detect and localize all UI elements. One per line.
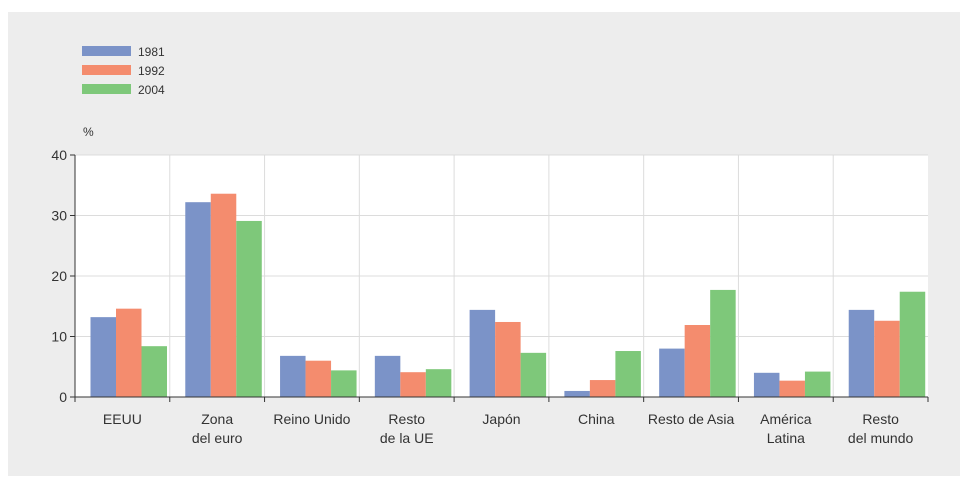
category-label: Latina: [767, 430, 805, 446]
category-label: EEUU: [103, 411, 142, 427]
bar-1981: [659, 348, 685, 397]
category-label: Resto: [388, 411, 425, 427]
bar-1992: [495, 321, 521, 397]
bar-1992: [589, 380, 616, 397]
category-label: América: [760, 411, 812, 427]
legend-swatch-2004: [82, 84, 131, 94]
unit-label: %: [83, 125, 94, 139]
category-label: China: [578, 411, 615, 427]
bar-1992: [874, 320, 900, 397]
category-label: Resto: [862, 411, 899, 427]
bar-2004: [804, 371, 831, 397]
bar-1981: [374, 355, 401, 397]
chart-panel: 0 10 20 30 40 EEUU Zona del euro Reino Unido Rest…: [8, 12, 960, 476]
category-label: del euro: [192, 430, 243, 446]
y-tick-label: 0: [59, 389, 67, 405]
bar-chart: 0 10 20 30 40 EEUU Zona del euro Reino Unido Rest…: [51, 45, 929, 446]
bar-1981: [280, 355, 306, 397]
legend-label: 2004: [138, 83, 165, 97]
category-label: Reino Unido: [273, 411, 350, 427]
category-label: Zona: [201, 411, 233, 427]
bar-2004: [899, 291, 926, 397]
category-label: Japón: [482, 411, 520, 427]
bar-1981: [185, 202, 211, 397]
legend-swatch-1981: [82, 46, 131, 56]
bar-2004: [141, 346, 167, 397]
bar-2004: [331, 370, 357, 397]
y-tick-label: 40: [51, 147, 67, 163]
category-label: del mundo: [848, 430, 914, 446]
legend-label: 1981: [138, 45, 165, 59]
bar-2004: [520, 352, 547, 397]
bar-1981: [848, 309, 875, 397]
bar-2004: [236, 220, 262, 397]
bar-1981: [90, 317, 116, 397]
bar-1992: [400, 372, 426, 397]
y-tick-label: 20: [51, 268, 67, 284]
legend-swatch-1992: [82, 65, 131, 75]
bar-1992: [684, 325, 711, 397]
category-label: de la UE: [380, 430, 434, 446]
bar-2004: [710, 289, 736, 397]
bar-1981: [564, 390, 590, 397]
category-label: Resto de Asia: [648, 411, 735, 427]
bar-1981: [753, 372, 780, 397]
bar-2004: [425, 369, 452, 397]
bar-1992: [305, 360, 332, 397]
y-tick-label: 10: [51, 329, 67, 345]
bar-1992: [116, 308, 142, 397]
bar-1992: [210, 193, 237, 397]
legend-label: 1992: [138, 64, 165, 78]
y-tick-label: 30: [51, 208, 67, 224]
bar-1981: [469, 309, 496, 397]
bar-1992: [779, 380, 805, 397]
bar-2004: [615, 351, 641, 397]
